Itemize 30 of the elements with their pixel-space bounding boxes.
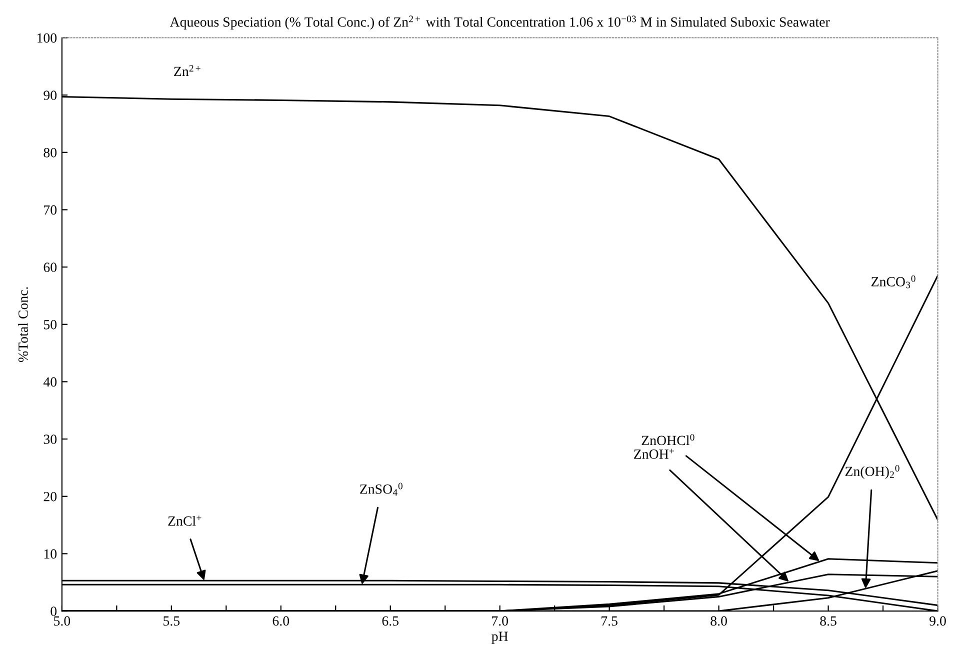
y-tick-label: 30 — [44, 434, 57, 444]
x-tick-label: 6.5 — [382, 616, 399, 626]
x-tick-label: 5.5 — [164, 616, 180, 626]
x-tick-label: 8.5 — [820, 616, 836, 626]
y-tick-label: 10 — [44, 549, 57, 559]
chart-title: Aqueous Speciation (% Total Conc.) of Zn$^{2+}$ with Total Concentration 1.06 x 10$^{−03}$ M in Simulated Suboxic Seawater — [170, 16, 830, 30]
x-tick-label: 5.0 — [54, 616, 70, 626]
annotation: ZnOHCl$^{0}$ — [642, 434, 694, 446]
x-tick-label: 7.0 — [492, 616, 508, 626]
y-tick-label: 90 — [44, 90, 57, 100]
annotation: Zn$^{2+}$ — [174, 65, 200, 76]
annotation: ZnSO$_{4}$$^{0}$ — [360, 482, 402, 496]
x-tick-label: 6.0 — [272, 616, 290, 626]
x-axis-title: pH — [492, 632, 508, 644]
y-tick-label: 100 — [37, 33, 57, 43]
annotation: ZnCO$_{3}$$^{0}$ — [871, 275, 916, 288]
y-tick-label: 80 — [44, 148, 57, 158]
annotation: Zn(OH)$_{2}$$^{0}$ — [845, 464, 900, 479]
annotation: ZnCl$^{+}$ — [168, 516, 202, 526]
y-tick-label: 20 — [44, 492, 57, 502]
annotation: ZnOH$^{+}$ — [634, 448, 674, 459]
y-tick-label: 40 — [43, 377, 57, 387]
y-axis-title: %Total Conc. — [18, 287, 28, 362]
x-tick-label: 9.0 — [930, 616, 946, 626]
x-tick-label: 8.0 — [710, 616, 727, 626]
x-tick-label: 7.5 — [602, 616, 618, 626]
y-tick-label: 70 — [44, 205, 57, 215]
y-tick-label: 60 — [44, 262, 57, 272]
y-tick-label: 50 — [44, 320, 57, 330]
y-tick-label: 0 — [50, 606, 57, 616]
